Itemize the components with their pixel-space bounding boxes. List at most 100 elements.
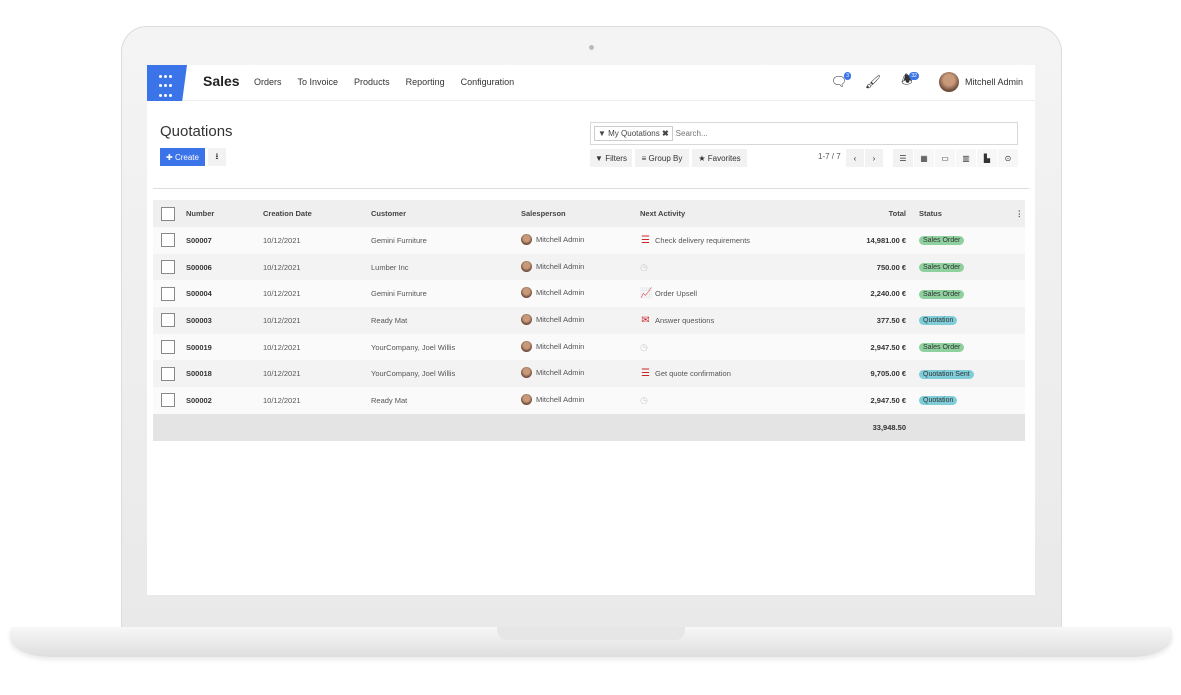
row-checkbox[interactable]: [161, 366, 175, 381]
col-number[interactable]: Number: [186, 200, 263, 227]
select-all-checkbox[interactable]: [161, 206, 175, 221]
salesperson: Mitchell Admin: [536, 394, 585, 404]
table-header: Number Creation Date Customer Salesperso…: [153, 200, 1025, 227]
row-checkbox[interactable]: [161, 340, 175, 355]
menu-configuration[interactable]: Configuration: [460, 77, 515, 87]
order-number: S00019: [186, 342, 212, 352]
table-row[interactable]: S00006 10/12/2021 Lumber Inc Mitchell Admin…: [153, 253, 1025, 281]
row-checkbox[interactable]: [161, 260, 175, 275]
salesperson-avatar: [521, 287, 532, 299]
table-row[interactable]: S00018 10/12/2021 YourCompany, Joel Willis…: [153, 360, 1025, 388]
favorites-button[interactable]: ★ Favorites: [692, 149, 747, 167]
col-salesperson[interactable]: Salesperson: [521, 200, 640, 227]
star-icon: ★: [698, 153, 706, 163]
customer: Ready Mat: [371, 315, 408, 325]
download-icon[interactable]: ⭳: [208, 148, 226, 166]
col-customer[interactable]: Customer: [371, 200, 521, 227]
order-number: S00004: [186, 289, 212, 299]
next-activity: Answer questions: [655, 315, 715, 325]
pager-value: 1-7 / 7: [818, 152, 841, 161]
salesperson-avatar: [521, 393, 532, 405]
col-status[interactable]: Status ⋮: [919, 200, 1025, 227]
avatar[interactable]: [938, 72, 959, 92]
filters-label: Filters: [605, 153, 627, 163]
sum-total: 33,948.50: [790, 413, 919, 441]
messages-badge: 3: [844, 72, 851, 80]
salesperson: Mitchell Admin: [536, 288, 585, 298]
brush-icon[interactable]: 🖌: [864, 74, 882, 89]
col-total[interactable]: Total: [790, 200, 919, 227]
kanban-view-icon[interactable]: ▦: [914, 149, 934, 167]
order-number: S00018: [186, 369, 212, 379]
status-header-label: Status: [919, 209, 942, 218]
customer: YourCompany, Joel Willis: [371, 369, 456, 379]
next-activity: Check delivery requirements: [655, 235, 751, 245]
filter-icon: ▼: [598, 129, 609, 138]
table-row[interactable]: S00002 10/12/2021 Ready Mat Mitchell Admin ◷…: [153, 387, 1025, 414]
clock-icon[interactable]: ◷: [640, 394, 648, 405]
table-row[interactable]: S00004 10/12/2021 Gemini Furniture Mitchell…: [153, 280, 1025, 308]
order-number: S00007: [186, 235, 212, 245]
optional-columns-icon[interactable]: ⋮: [1015, 209, 1024, 218]
search-input[interactable]: [675, 129, 976, 138]
menu-reporting[interactable]: Reporting: [405, 77, 445, 87]
pivot-view-icon[interactable]: ▥: [956, 149, 976, 167]
salesperson: Mitchell Admin: [536, 261, 585, 271]
page-title: Quotations: [160, 123, 233, 140]
list-view-icon[interactable]: ☰: [893, 149, 913, 167]
activities-badge: 32: [909, 72, 919, 80]
salesperson: Mitchell Admin: [536, 368, 585, 378]
col-creation-date[interactable]: Creation Date: [263, 200, 371, 227]
table-row[interactable]: S00003 10/12/2021 Ready Mat Mitchell Admin ✉…: [153, 307, 1025, 334]
tasks-icon[interactable]: ☰: [641, 234, 650, 246]
search-bar[interactable]: ▼ My Quotations ✖: [590, 122, 1018, 145]
pager-next-icon[interactable]: ›: [865, 149, 883, 167]
row-checkbox[interactable]: [161, 313, 175, 328]
totals-row: 33,948.50: [153, 413, 1025, 441]
apps-menu-icon[interactable]: [147, 65, 187, 101]
order-number: S00002: [186, 395, 212, 405]
top-navbar: Sales Orders To Invoice Products Reporti…: [147, 65, 1035, 101]
activity-view-icon[interactable]: ⊙: [998, 149, 1018, 167]
menu-to-invoice[interactable]: To Invoice: [297, 77, 339, 87]
row-checkbox[interactable]: [161, 393, 175, 408]
customer: Gemini Furniture: [371, 235, 427, 245]
create-label: Create: [174, 152, 199, 162]
clock-icon[interactable]: ◷: [640, 341, 648, 352]
envelope-icon[interactable]: ✉: [641, 314, 650, 326]
pager-previous-icon[interactable]: ‹: [846, 149, 864, 167]
total: 750.00 €: [876, 262, 906, 272]
status-badge: Sales Order: [919, 289, 965, 299]
clock-icon[interactable]: ◷: [640, 261, 648, 272]
create-button[interactable]: ✚ Create: [160, 148, 205, 166]
remove-facet-icon[interactable]: ✖: [661, 129, 669, 138]
customer: YourCompany, Joel Willis: [371, 342, 456, 352]
messages-icon[interactable]: 🗨 3: [830, 72, 851, 89]
bell-icon[interactable]: 🕭 32: [901, 72, 919, 87]
app-name[interactable]: Sales: [203, 73, 240, 89]
calendar-view-icon[interactable]: ▭: [935, 149, 955, 167]
status-badge: Quotation: [919, 396, 958, 406]
plus-icon: ✚: [166, 152, 175, 162]
creation-date: 10/12/2021: [263, 289, 301, 299]
creation-date: 10/12/2021: [263, 369, 301, 379]
menu-orders[interactable]: Orders: [254, 77, 282, 87]
table-row[interactable]: S00019 10/12/2021 YourCompany, Joel Willis…: [153, 333, 1025, 361]
menu-products[interactable]: Products: [354, 77, 390, 87]
next-activity: Get quote confirmation: [655, 369, 731, 379]
filters-button[interactable]: ▼ Filters: [590, 149, 632, 167]
table-row[interactable]: S00007 10/12/2021 Gemini Furniture Mitchell…: [153, 227, 1025, 254]
group-by-button[interactable]: ≡ Group By: [635, 149, 689, 167]
salesperson-avatar: [521, 367, 532, 379]
graph-view-icon[interactable]: ▙: [977, 149, 997, 167]
creation-date: 10/12/2021: [263, 235, 301, 245]
user-name[interactable]: Mitchell Admin: [964, 77, 1023, 87]
row-checkbox[interactable]: [161, 286, 175, 301]
row-checkbox[interactable]: [161, 233, 175, 248]
status-badge: Quotation Sent: [919, 369, 974, 379]
quotations-table: Number Creation Date Customer Salesperso…: [153, 200, 1025, 441]
chart-line-icon[interactable]: 📈: [640, 288, 653, 300]
next-activity: Order Upsell: [655, 289, 698, 299]
col-next-activity[interactable]: Next Activity: [640, 200, 790, 227]
tasks-icon[interactable]: ☰: [641, 368, 650, 380]
